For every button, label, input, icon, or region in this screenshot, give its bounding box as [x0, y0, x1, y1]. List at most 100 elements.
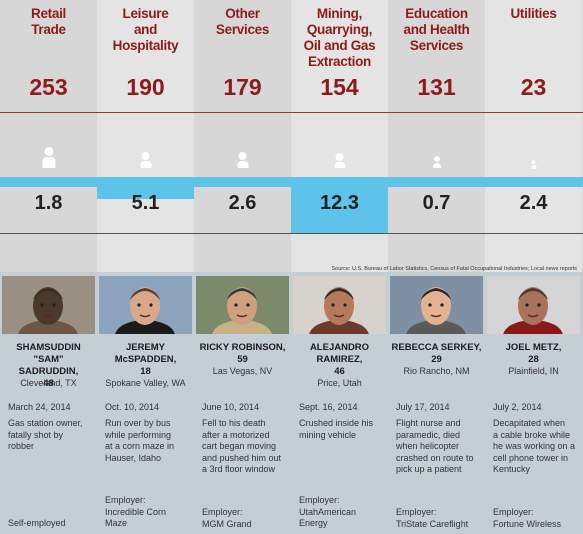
employer-line: Energy — [299, 518, 328, 528]
column-stripe — [485, 0, 582, 272]
worker-name-line: 29 — [431, 354, 442, 365]
person-icon — [42, 147, 55, 168]
industry-title-line: Services — [409, 38, 464, 53]
incident-description-line: Decapitated when — [493, 418, 566, 428]
employer-line: Fortune Wireless — [493, 518, 562, 529]
rate-highlight — [97, 177, 194, 199]
fatality-rate: 1.8 — [34, 192, 63, 214]
employer-info: Employer: Fortune Wireless — [493, 507, 579, 530]
divider-line — [0, 112, 583, 113]
worker-name: SHAMSUDDIN "SAM" SADRUDDIN, 48 — [0, 342, 97, 390]
incident-description-line: pick up a patient — [396, 464, 462, 474]
incident-description-line: cell phone tower in — [493, 452, 569, 463]
incident-description-line: fatally shot by — [8, 429, 64, 440]
fatality-rate: 2.4 — [519, 192, 548, 214]
worker-location: Cleveland, TX — [20, 378, 77, 388]
incident-description-line: Crushed inside his — [299, 418, 374, 428]
incident-description-line: after a motorized — [202, 429, 270, 440]
death-count: 253 — [29, 74, 68, 100]
employer-line: Self-employed — [8, 518, 66, 528]
worker-name: REBECCA SERKEY, 29 — [388, 342, 485, 366]
incident-description: Gas station owner, fatally shot by robber — [8, 418, 94, 453]
person-icon — [140, 152, 151, 168]
incident-description: Decapitated when a cable broke while he wa… — [493, 418, 579, 476]
employer-line: Employer: — [493, 507, 534, 517]
incident-description-line: Run over by bus — [105, 418, 171, 428]
industry-title-line: Hospitality — [112, 38, 179, 53]
employer-line: Incredible Corn — [105, 506, 167, 517]
worker-photo — [99, 276, 192, 334]
incident-description-line: when helicopter — [396, 441, 460, 451]
incident-description-line: at a corn maze in — [105, 441, 175, 451]
incident-description-line: he was working on a — [493, 441, 576, 451]
incident-date: Sept. 16, 2014 — [299, 402, 358, 412]
industry-column: Retail Trade 253 1.8 SHAMSUDDIN "SAM" SADRUD… — [0, 0, 97, 534]
incident-date: July 17, 2014 — [396, 402, 450, 412]
industry-title-line: Utilities — [510, 6, 557, 21]
industry-title: Education and Health Services — [388, 6, 485, 54]
incident-description-line: a 3rd floor window — [202, 464, 276, 474]
worker-name-line: 28 — [528, 354, 539, 365]
worker-name-line: McSPADDEN, — [114, 354, 177, 365]
worker-name-line: RICKY ROBINSON, — [199, 342, 286, 353]
incident-description-line: robber — [8, 441, 35, 451]
industry-title: Retail Trade — [0, 6, 97, 38]
worker-name-line: 46 — [334, 366, 345, 377]
industry-title-line: Extraction — [307, 54, 372, 69]
rate-highlight-mining — [291, 177, 388, 233]
industry-title-line: Other — [225, 6, 260, 21]
employer-info: Employer: TriState Careflight — [396, 507, 482, 530]
employer-line: Employer: — [105, 495, 146, 505]
worker-location: Price, Utah — [317, 378, 362, 388]
worker-name-line: JOEL METZ, — [505, 342, 562, 353]
incident-description: Run over by bus while performing at a corn… — [105, 418, 191, 464]
worker-name-line: 59 — [237, 354, 248, 365]
person-icon — [531, 160, 536, 169]
employer-info: Employer: UtahAmerican Energy — [299, 495, 385, 530]
industry-title: Mining, Quarrying, Oil and Gas Extraction — [291, 6, 388, 70]
worker-name-line: JEREMY — [125, 342, 166, 353]
worker-name: RICKY ROBINSON, 59 — [194, 342, 291, 366]
incident-description-line: crashed on route to — [396, 452, 474, 463]
incident-description-line: Gas station owner, — [8, 418, 83, 428]
worker-location: Rio Rancho, NM — [403, 366, 470, 376]
employer-info: Employer: MGM Grand — [202, 507, 288, 530]
industry-title-line: Trade — [31, 22, 66, 37]
worker-name-line: SHAMSUDDIN "SAM" — [16, 342, 81, 365]
worker-name: ALEJANDRO RAMIREZ, 46 — [291, 342, 388, 378]
source-note: Source: U.S. Bureau of Labor Statistics,… — [331, 266, 577, 272]
industry-title-line: Mining, — [316, 6, 363, 21]
employer-line: Employer: — [396, 507, 437, 517]
death-count: 154 — [320, 74, 359, 100]
industry-title-line: Services — [215, 22, 270, 37]
incident-description-line: while performing — [105, 429, 172, 440]
divider-line — [0, 233, 583, 234]
incident-date: Oct. 10, 2014 — [105, 402, 160, 412]
incident-description-line: Hauser, Idaho — [105, 452, 162, 463]
worker-photo — [390, 276, 483, 334]
incident-description-line: paramedic, died — [396, 429, 461, 440]
worker-name-line: ALEJANDRO — [309, 342, 370, 353]
fatality-rate: 12.3 — [320, 192, 359, 214]
incident-description-line: Fell to his death — [202, 418, 266, 428]
industry-column: Leisure and Hospitality 190 5.1 JEREMY McSPAD… — [97, 0, 194, 534]
worker-name-line: RAMIREZ, — [316, 354, 363, 365]
incident-description: Fell to his death after a motorized cart b… — [202, 418, 288, 476]
incident-date: March 24, 2014 — [8, 402, 71, 412]
incident-description: Flight nurse and paramedic, died when heli… — [396, 418, 482, 476]
employer-info: Self-employed — [8, 518, 94, 530]
worker-photo — [196, 276, 289, 334]
incident-description-line: mining vehicle — [299, 429, 357, 440]
person-icon — [334, 153, 345, 168]
industry-title-line: Leisure — [122, 6, 169, 21]
worker-photo — [293, 276, 386, 334]
incident-description-line: a cable broke while — [493, 429, 571, 440]
industry-title: Utilities — [485, 6, 582, 22]
worker-location: Las Vegas, NV — [212, 366, 273, 376]
incident-description-line: Flight nurse and — [396, 418, 461, 428]
employer-line: Employer: — [299, 495, 340, 505]
industry-column: Utilities 23 2.4 JOEL METZ, 28 Plainfield, I… — [485, 0, 582, 534]
employer-line: UtahAmerican — [299, 506, 357, 517]
industry-column: Mining, Quarrying, Oil and Gas Extraction 15… — [291, 0, 388, 534]
industry-title: Leisure and Hospitality — [97, 6, 194, 54]
